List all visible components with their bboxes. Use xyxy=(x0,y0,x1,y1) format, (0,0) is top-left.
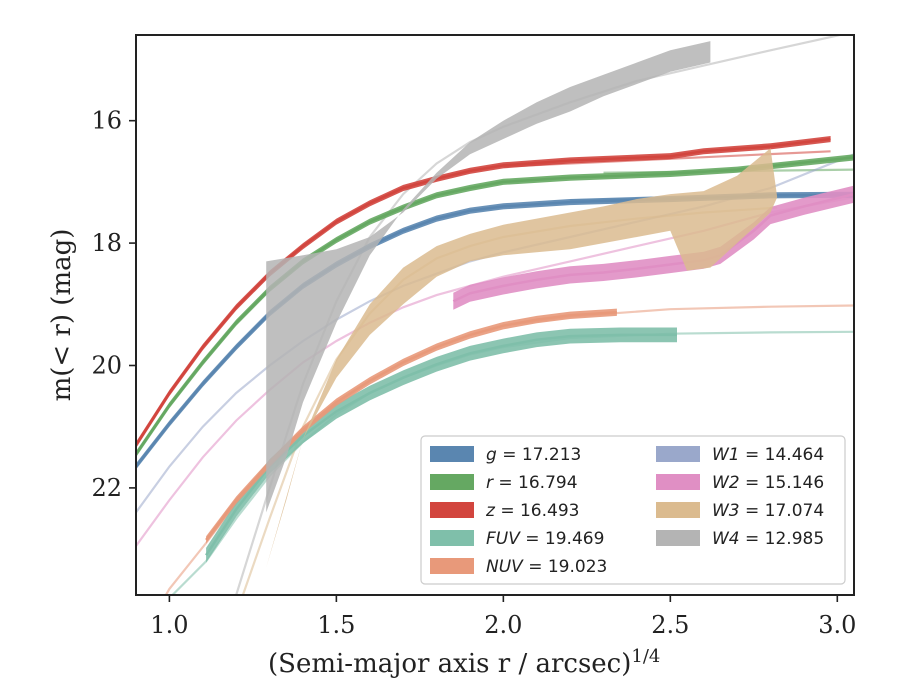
x-tick-label: 3.0 xyxy=(818,611,856,639)
legend-label-nuv: NUV = 19.023 xyxy=(486,557,607,577)
x-tick-label: 1.0 xyxy=(150,611,188,639)
y-tick-label: 18 xyxy=(91,229,122,257)
x-tick-label: 2.0 xyxy=(484,611,522,639)
x-axis-label: (Semi-major axis r / arcsec)1/4 xyxy=(268,646,660,679)
legend-label-w3: W3 = 17.074 xyxy=(712,501,824,521)
y-axis-ticks: 16 18 20 22 xyxy=(91,107,136,502)
x-tick-label: 1.5 xyxy=(317,611,355,639)
legend-swatch-w3 xyxy=(656,502,700,518)
legend-label-fuv: FUV = 19.469 xyxy=(486,529,604,549)
profile-line-r xyxy=(136,156,854,455)
profile-line-z xyxy=(136,137,831,446)
area-w3 xyxy=(266,148,778,568)
legend-swatch-nuv xyxy=(430,558,474,574)
band-fuv xyxy=(206,327,677,563)
legend-swatch-g xyxy=(430,446,474,462)
profile-line-g xyxy=(136,193,854,468)
legend-swatch-fuv xyxy=(430,530,474,546)
legend-swatch-r xyxy=(430,474,474,490)
legend-box xyxy=(420,435,846,585)
y-axis-label: m(< r) (mag) xyxy=(47,229,77,402)
x-axis-ticks: 1.0 1.5 2.0 2.5 3.0 xyxy=(150,595,856,639)
area-w4 xyxy=(266,41,711,513)
legend-swatch-z xyxy=(430,502,474,518)
legend-label-g: g = 17.213 xyxy=(486,445,581,465)
legend-label-w4: W4 = 12.985 xyxy=(712,529,824,549)
legend-label-r: r = 16.794 xyxy=(486,473,578,493)
legend: g = 17.213 r = 16.794 z = 16.493 FUV = 19.4… xyxy=(420,435,846,585)
legend-label-w2: W2 = 15.146 xyxy=(712,473,824,493)
band-nuv xyxy=(206,308,617,544)
legend-swatch-w1 xyxy=(656,446,700,462)
legend-label-w1: W1 = 14.464 xyxy=(712,445,824,465)
y-tick-label: 20 xyxy=(91,351,122,379)
profile-bands xyxy=(136,41,854,568)
legend-swatch-w4 xyxy=(656,530,700,546)
plot-frame xyxy=(135,34,855,596)
legend-label-z: z = 16.493 xyxy=(485,501,579,521)
x-axis-label-exponent: 1/4 xyxy=(631,646,660,667)
y-tick-label: 22 xyxy=(91,474,122,502)
profile-line-w2 xyxy=(452,192,854,303)
legend-swatch-w2 xyxy=(656,474,700,490)
y-tick-label: 16 xyxy=(91,107,122,135)
band-w2 xyxy=(453,185,854,310)
x-tick-label: 2.5 xyxy=(651,611,689,639)
